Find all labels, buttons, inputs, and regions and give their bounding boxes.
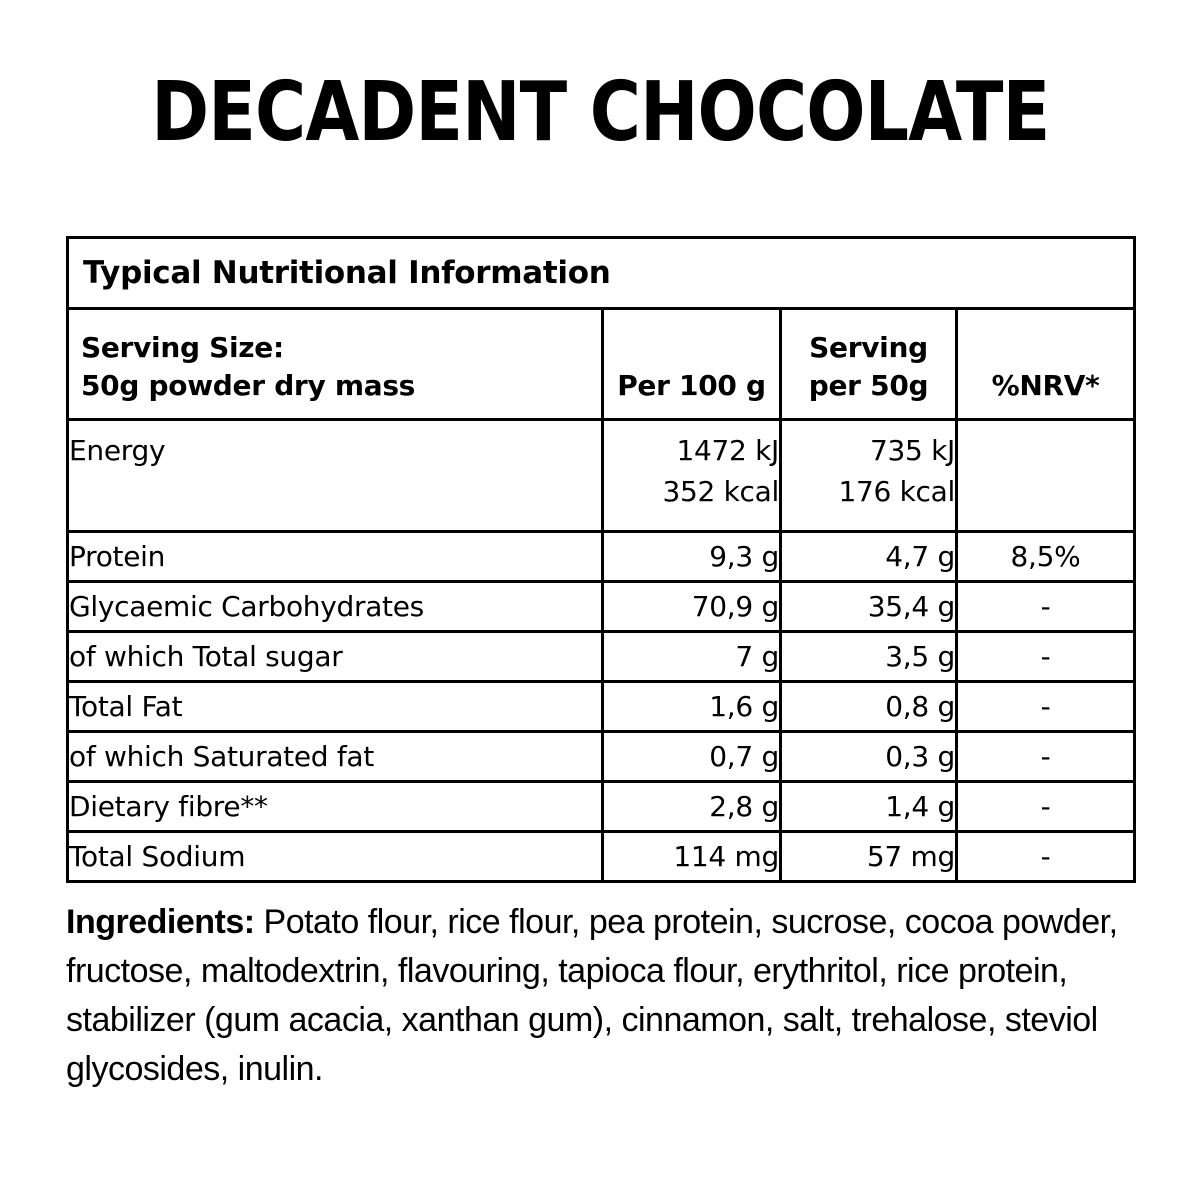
cell-energy-label: Energy xyxy=(66,418,604,533)
product-title-text: DECADENT CHOCOLATE xyxy=(150,65,1050,160)
nutrition-table-container: Typical Nutritional Information Serving … xyxy=(65,236,1137,883)
cell-total-sodium-nrv: - xyxy=(954,830,1137,883)
table-row-total-fat: Total Fat 1,6 g 0,8 g - xyxy=(66,680,1137,733)
cell-saturated-fat-per100: 0,7 g xyxy=(601,730,782,783)
cell-protein-per100: 9,3 g xyxy=(601,530,782,583)
cell-protein-label: Protein xyxy=(66,530,604,583)
table-row-glycaemic-carbohydrates: Glycaemic Carbohydrates 70,9 g 35,4 g - xyxy=(66,580,1137,633)
cell-protein-nrv: 8,5% xyxy=(954,530,1137,583)
cell-dietary-fibre-per50: 1,4 g xyxy=(779,780,958,833)
product-title: DECADENT CHOCOLATE xyxy=(0,72,1200,154)
cell-glycaemic-carbohydrates-per100: 70,9 g xyxy=(601,580,782,633)
table-row-saturated-fat: of which Saturated fat 0,7 g 0,3 g - xyxy=(66,730,1137,783)
cell-total-sodium-label: Total Sodium xyxy=(66,830,604,883)
per-serving-line2: per 50g xyxy=(808,369,929,402)
cell-total-sodium-per100: 114 mg xyxy=(601,830,782,883)
table-header-row: Serving Size: 50g powder dry mass Per 10… xyxy=(66,307,1137,421)
table-row-total-sugar: of which Total sugar 7 g 3,5 g - xyxy=(66,630,1137,683)
table-title: Typical Nutritional Information xyxy=(65,236,1137,310)
cell-total-fat-per50: 0,8 g xyxy=(779,680,958,733)
cell-saturated-fat-nrv: - xyxy=(954,730,1137,783)
cell-energy-per100: 1472 kJ 352 kcal xyxy=(601,418,782,533)
energy-per50-kj: 735 kJ xyxy=(869,434,955,467)
cell-total-sugar-per100: 7 g xyxy=(601,630,782,683)
serving-size-line1: Serving Size: xyxy=(81,331,284,364)
col-header-serving-size: Serving Size: 50g powder dry mass xyxy=(66,307,604,421)
table-row-protein: Protein 9,3 g 4,7 g 8,5% xyxy=(66,530,1137,583)
cell-glycaemic-carbohydrates-label: Glycaemic Carbohydrates xyxy=(66,580,604,633)
cell-total-sugar-label: of which Total sugar xyxy=(66,630,604,683)
cell-total-fat-label: Total Fat xyxy=(66,680,604,733)
table-row-total-sodium: Total Sodium 114 mg 57 mg - xyxy=(66,830,1137,883)
col-header-nrv: %NRV* xyxy=(954,307,1137,421)
nutrition-table: Typical Nutritional Information Serving … xyxy=(65,236,1137,883)
cell-glycaemic-carbohydrates-nrv: - xyxy=(954,580,1137,633)
cell-saturated-fat-per50: 0,3 g xyxy=(779,730,958,783)
ingredients-text: Potato flour, rice flour, pea protein, s… xyxy=(66,903,1118,1088)
ingredients-paragraph: Ingredients: Potato flour, rice flour, p… xyxy=(66,898,1136,1094)
cell-energy-nrv xyxy=(954,418,1137,533)
energy-per100-kj: 1472 kJ xyxy=(676,434,779,467)
cell-glycaemic-carbohydrates-per50: 35,4 g xyxy=(779,580,958,633)
cell-saturated-fat-label: of which Saturated fat xyxy=(66,730,604,783)
cell-total-fat-nrv: - xyxy=(954,680,1137,733)
cell-total-sugar-per50: 3,5 g xyxy=(779,630,958,683)
energy-per100-kcal: 352 kcal xyxy=(662,475,779,508)
cell-energy-per50: 735 kJ 176 kcal xyxy=(779,418,958,533)
col-header-per-100g: Per 100 g xyxy=(601,307,782,421)
cell-dietary-fibre-per100: 2,8 g xyxy=(601,780,782,833)
per-serving-line1: Serving xyxy=(809,331,928,364)
table-row-energy: Energy 1472 kJ 352 kcal 735 kJ 176 kcal xyxy=(66,418,1137,533)
cell-protein-per50: 4,7 g xyxy=(779,530,958,583)
energy-per50-kcal: 176 kcal xyxy=(838,475,955,508)
table-title-row: Typical Nutritional Information xyxy=(65,236,1137,310)
cell-total-sugar-nrv: - xyxy=(954,630,1137,683)
serving-size-line2: 50g powder dry mass xyxy=(81,369,416,402)
cell-total-fat-per100: 1,6 g xyxy=(601,680,782,733)
table-row-dietary-fibre: Dietary fibre** 2,8 g 1,4 g - xyxy=(66,780,1137,833)
ingredients-label: Ingredients: xyxy=(66,903,255,941)
cell-dietary-fibre-nrv: - xyxy=(954,780,1137,833)
cell-total-sodium-per50: 57 mg xyxy=(779,830,958,883)
cell-dietary-fibre-label: Dietary fibre** xyxy=(66,780,604,833)
col-header-per-serving: Serving per 50g xyxy=(779,307,958,421)
